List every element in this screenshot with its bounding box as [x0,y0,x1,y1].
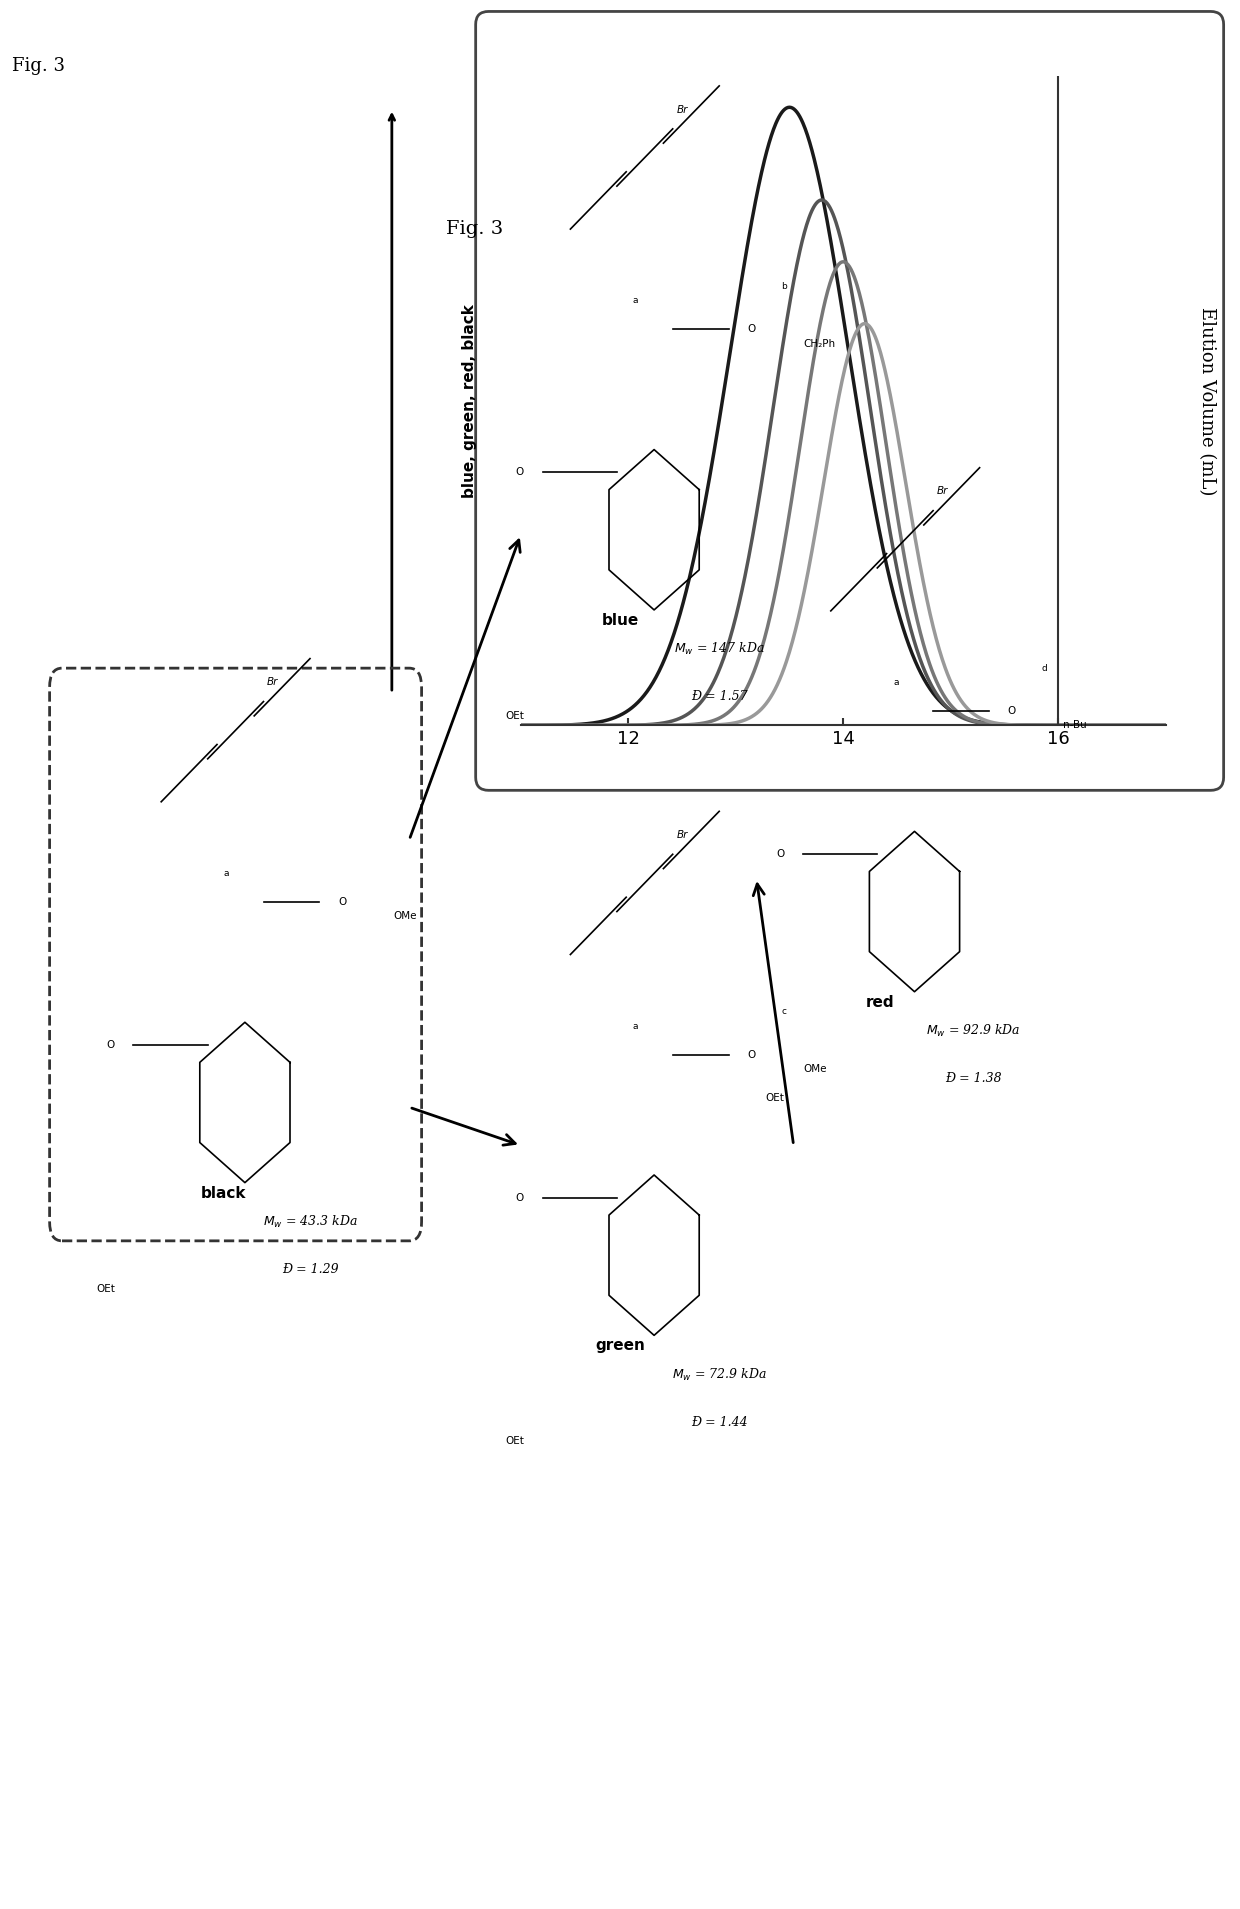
Text: O: O [776,850,784,859]
Text: OEt: OEt [765,1092,785,1103]
Text: $M_w$ = 72.9 kDa: $M_w$ = 72.9 kDa [672,1367,766,1382]
Text: d: d [1042,664,1048,672]
Text: O: O [516,1193,523,1203]
Text: O: O [746,325,755,334]
Text: Br: Br [267,678,279,687]
Text: $M_w$ = 92.9 kDa: $M_w$ = 92.9 kDa [926,1023,1021,1038]
Text: a: a [893,678,899,687]
Text: OMe: OMe [394,911,417,922]
Text: CH₂Ph: CH₂Ph [804,338,835,349]
Text: Br: Br [676,830,688,840]
Text: Fig. 3: Fig. 3 [446,220,503,239]
Text: black: black [201,1185,246,1201]
Text: blue, green, red, black: blue, green, red, black [461,304,476,498]
Text: O: O [107,1040,114,1050]
Text: Ð = 1.38: Ð = 1.38 [945,1073,1002,1084]
Text: OEt: OEt [505,710,525,722]
Text: OMe: OMe [804,1063,826,1075]
Text: c: c [781,1008,787,1016]
Text: Br: Br [676,105,688,115]
Text: Fig. 3: Fig. 3 [12,57,66,74]
Text: $M_w$ = 43.3 kDa: $M_w$ = 43.3 kDa [263,1214,357,1229]
Text: a: a [632,1021,639,1031]
Text: O: O [1007,706,1016,716]
Text: n-Bu: n-Bu [1063,720,1087,731]
Text: a: a [223,869,229,878]
Text: O: O [337,897,346,907]
Text: Elution Volume (mL): Elution Volume (mL) [1198,307,1216,494]
Text: Ð = 1.29: Ð = 1.29 [281,1264,339,1275]
Text: b: b [781,283,787,290]
Text: O: O [516,468,523,477]
Text: Ð = 1.44: Ð = 1.44 [691,1416,748,1428]
Text: green: green [595,1338,645,1353]
Text: $M_w$ = 147 kDa: $M_w$ = 147 kDa [673,641,765,657]
Text: red: red [866,995,895,1010]
Text: Ð = 1.57: Ð = 1.57 [691,691,748,703]
Text: blue: blue [601,613,639,628]
Text: OEt: OEt [505,1436,525,1447]
Text: O: O [746,1050,755,1059]
Text: Br: Br [936,487,949,496]
Text: OEt: OEt [95,1283,115,1294]
Text: a: a [632,296,639,305]
